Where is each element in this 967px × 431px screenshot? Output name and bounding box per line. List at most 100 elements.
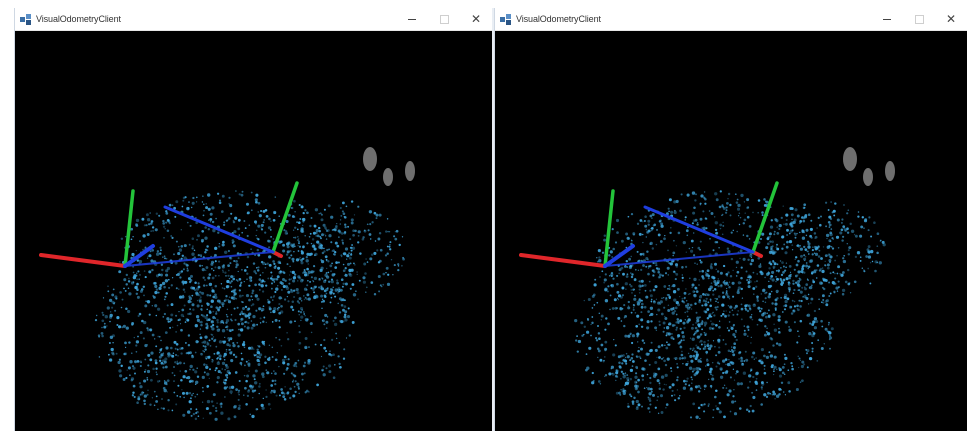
cloud-point bbox=[649, 411, 651, 413]
cloud-point bbox=[164, 257, 166, 260]
cloud-point bbox=[257, 238, 260, 241]
cloud-point bbox=[752, 287, 756, 290]
cloud-point bbox=[780, 279, 783, 282]
cloud-point bbox=[346, 258, 348, 260]
cloud-point bbox=[216, 325, 219, 328]
cloud-point bbox=[686, 193, 690, 197]
cloud-point bbox=[240, 322, 244, 326]
cloud-point bbox=[146, 378, 149, 381]
cloud-point bbox=[393, 235, 396, 238]
cloud-point bbox=[681, 357, 684, 360]
cloud-point bbox=[711, 327, 714, 330]
cloud-point bbox=[301, 271, 305, 275]
cloud-point bbox=[228, 386, 232, 390]
cloud-point bbox=[208, 318, 211, 322]
cloud-point bbox=[263, 316, 266, 319]
cloud-point bbox=[229, 390, 233, 394]
3d-viewport[interactable] bbox=[495, 31, 967, 431]
cloud-point bbox=[247, 321, 250, 325]
minimize-button[interactable] bbox=[396, 8, 428, 30]
cloud-point bbox=[344, 282, 348, 286]
cloud-point bbox=[291, 300, 295, 303]
cloud-point bbox=[164, 295, 167, 298]
cloud-point bbox=[775, 219, 779, 223]
cloud-point bbox=[712, 293, 715, 296]
cloud-point bbox=[718, 346, 721, 349]
cloud-point bbox=[334, 316, 337, 320]
cloud-point bbox=[186, 206, 190, 211]
cloud-point bbox=[685, 380, 688, 383]
cloud-point bbox=[692, 254, 696, 257]
3d-viewport[interactable] bbox=[15, 31, 492, 431]
cloud-point bbox=[654, 361, 658, 364]
cloud-point bbox=[801, 286, 804, 289]
grey-figures bbox=[363, 147, 415, 186]
cloud-point bbox=[734, 335, 737, 338]
cloud-point bbox=[704, 324, 707, 327]
cloud-point bbox=[593, 304, 596, 306]
cloud-point bbox=[630, 255, 632, 258]
cloud-point bbox=[344, 310, 348, 314]
cloud-point bbox=[675, 326, 678, 329]
cloud-point bbox=[832, 281, 836, 286]
cloud-point bbox=[581, 334, 584, 337]
cloud-point bbox=[646, 386, 648, 389]
cloud-point bbox=[699, 417, 701, 420]
title-bar[interactable]: VisualOdometryClient ✕ bbox=[495, 8, 967, 31]
cloud-point bbox=[840, 221, 843, 224]
cloud-point bbox=[604, 299, 609, 303]
cloud-point bbox=[760, 381, 764, 385]
cloud-point bbox=[724, 279, 726, 282]
cloud-point bbox=[111, 351, 115, 355]
cloud-point bbox=[768, 260, 772, 264]
maximize-button[interactable] bbox=[428, 8, 460, 30]
cloud-point bbox=[289, 387, 292, 391]
cloud-point bbox=[253, 270, 257, 273]
cloud-point bbox=[765, 355, 769, 359]
cloud-point bbox=[769, 392, 772, 395]
cloud-point bbox=[293, 236, 295, 239]
cloud-point bbox=[162, 222, 166, 225]
cloud-point bbox=[699, 217, 703, 221]
cloud-point bbox=[203, 363, 206, 366]
cloud-point bbox=[704, 334, 707, 336]
title-bar[interactable]: VisualOdometryClient ✕ bbox=[15, 8, 492, 31]
cloud-point bbox=[699, 333, 703, 336]
cloud-point bbox=[740, 303, 743, 306]
cloud-point bbox=[102, 297, 105, 299]
cloud-point bbox=[348, 272, 352, 276]
cloud-point bbox=[737, 310, 740, 312]
cloud-point bbox=[876, 232, 880, 236]
cloud-point bbox=[132, 281, 135, 283]
cloud-point bbox=[622, 372, 625, 375]
close-button[interactable]: ✕ bbox=[460, 8, 492, 30]
cloud-point bbox=[167, 354, 171, 358]
close-button[interactable]: ✕ bbox=[935, 8, 967, 30]
cloud-point bbox=[766, 242, 770, 246]
window-right[interactable]: VisualOdometryClient ✕ bbox=[494, 8, 967, 431]
cloud-point bbox=[157, 408, 159, 411]
window-left[interactable]: VisualOdometryClient ✕ bbox=[14, 8, 492, 431]
cloud-point bbox=[237, 218, 241, 222]
minimize-button[interactable] bbox=[871, 8, 903, 30]
cloud-point bbox=[165, 273, 169, 277]
cloud-point bbox=[189, 368, 191, 371]
cloud-point bbox=[158, 273, 161, 277]
cloud-point bbox=[714, 216, 716, 218]
cloud-point bbox=[313, 224, 317, 228]
cloud-point bbox=[264, 263, 267, 266]
cloud-point bbox=[632, 307, 635, 309]
cloud-point bbox=[125, 326, 129, 330]
cloud-point bbox=[832, 238, 834, 240]
cloud-point bbox=[243, 280, 245, 283]
cloud-point bbox=[297, 359, 300, 362]
cloud-point bbox=[365, 291, 367, 293]
cloud-point bbox=[330, 215, 334, 219]
cloud-point bbox=[293, 289, 296, 292]
cloud-point bbox=[256, 355, 260, 359]
cloud-point bbox=[196, 299, 199, 302]
cloud-point bbox=[666, 357, 670, 361]
maximize-button[interactable] bbox=[903, 8, 935, 30]
cloud-point bbox=[785, 262, 788, 264]
cloud-point bbox=[675, 313, 678, 316]
